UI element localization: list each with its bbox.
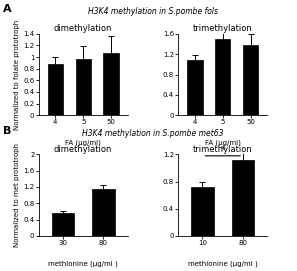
Text: H3K4 methylation in S.pombe fols: H3K4 methylation in S.pombe fols (88, 7, 218, 16)
Bar (75, 59, 91, 115)
Bar (191, 187, 214, 236)
Bar (52, 214, 74, 236)
Title: trimethylation: trimethylation (193, 24, 253, 33)
Bar (232, 160, 254, 236)
Text: methionine (μg/ml ): methionine (μg/ml ) (188, 260, 257, 267)
Y-axis label: Normalized to met prototroph: Normalized to met prototroph (15, 143, 20, 247)
Title: dimethylation: dimethylation (54, 145, 112, 154)
Y-axis label: Normalized to folate prototroph: Normalized to folate prototroph (15, 20, 20, 130)
Text: B: B (3, 126, 11, 136)
Bar (215, 39, 230, 115)
Bar (187, 60, 203, 115)
Text: *: * (220, 145, 225, 155)
Bar (92, 189, 115, 236)
Bar (103, 53, 119, 115)
Text: A: A (3, 4, 12, 14)
Title: trimethylation: trimethylation (193, 145, 253, 154)
Text: FA (μg/ml): FA (μg/ml) (65, 140, 101, 146)
Bar (48, 64, 63, 115)
Bar (243, 45, 258, 115)
Text: methionine (μg/ml ): methionine (μg/ml ) (48, 260, 118, 267)
Title: dimethylation: dimethylation (54, 24, 112, 33)
Text: H3K4 methylation in S.pombe met63: H3K4 methylation in S.pombe met63 (82, 129, 224, 138)
Text: FA (μg/ml): FA (μg/ml) (205, 140, 241, 146)
